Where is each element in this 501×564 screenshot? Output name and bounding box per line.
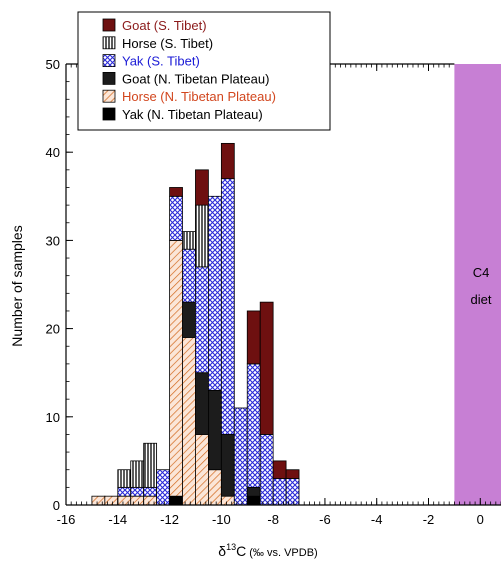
bar-segment-5-12 [246, 310, 261, 365]
bar-segment-3-7 [182, 248, 196, 303]
bar-segment-2-9 [208, 389, 222, 471]
x-axis-label-main: C [236, 543, 246, 559]
legend-label-0: Goat (S. Tibet) [122, 18, 207, 33]
x-tick-label-1: -14 [108, 512, 127, 527]
legend-swatch-1 [102, 36, 116, 50]
bar-segment-2-12 [246, 486, 261, 497]
bar-segment-1-6 [169, 239, 183, 497]
bar-segment-2-8 [195, 372, 209, 435]
bar-segment-3-6 [169, 195, 183, 241]
bar-segment-3-4 [143, 486, 158, 497]
bar-segment-3-11 [233, 407, 248, 506]
legend-swatch-3 [102, 72, 116, 85]
bar-segment-3-13 [259, 434, 274, 506]
bar-segment-1-1 [104, 495, 119, 506]
bar-segment-5-10 [220, 142, 235, 180]
bar-segment-1-8 [195, 434, 209, 506]
legend-label-2: Yak (S. Tibet) [122, 54, 200, 69]
y-tick-label-3: 30 [46, 233, 60, 248]
bar-segment-3-8 [195, 266, 209, 374]
legend-label-1: Horse (S. Tibet) [122, 36, 213, 51]
legend-swatch-4 [102, 89, 116, 103]
legend-label-3: Goat (N. Tibetan Plateau) [122, 71, 269, 86]
c4-diet-label: C4 diet [471, 265, 492, 307]
x-tick-label-4: -8 [267, 512, 279, 527]
x-tick-label-0: -16 [57, 512, 76, 527]
y-axis-label: Number of samples [9, 225, 25, 346]
bar-segment-1-2 [117, 495, 132, 506]
x-tick-label-3: -10 [212, 512, 231, 527]
c4-diet-region-layer [454, 64, 501, 505]
y-tick-label-5: 50 [46, 57, 60, 72]
c4-label-line1: C4 [473, 265, 490, 280]
bar-segment-3-2 [117, 486, 132, 497]
legend-swatch-5 [102, 107, 116, 121]
bar-segment-3-10 [220, 178, 235, 435]
bar-segment-1-0 [91, 495, 106, 506]
bar-segment-5-8 [195, 169, 209, 206]
legend-label-5: Yak (N. Tibetan Plateau) [122, 107, 263, 122]
bar-segment-1-10 [220, 495, 235, 506]
bar-segment-1-9 [208, 469, 222, 506]
bar-segment-3-14 [272, 478, 287, 506]
bar-segment-5-13 [259, 301, 274, 435]
bar-segment-0-12 [246, 495, 261, 506]
bar-segment-2-7 [182, 301, 196, 338]
bar-segment-3-9 [208, 195, 222, 391]
bar-segment-5-15 [285, 469, 300, 479]
x-axis-label-sup: 13 [226, 542, 236, 552]
bar-segment-4-8 [195, 204, 209, 268]
bar-segment-5-14 [272, 460, 287, 479]
bars-layer [91, 142, 300, 506]
c4-diet-region [454, 64, 501, 505]
legend-swatch-2 [102, 54, 116, 67]
bar-segment-4-3 [130, 460, 145, 488]
legend-swatch-0 [102, 18, 116, 32]
y-tick-label-2: 20 [46, 322, 60, 337]
x-tick-label-7: -2 [423, 512, 435, 527]
x-tick-label-6: -4 [371, 512, 383, 527]
y-tick-label-0: 0 [53, 498, 60, 513]
bar-segment-3-12 [246, 363, 261, 488]
legend: Goat (S. Tibet) Horse (S. Tibet) Yak (S. T… [77, 11, 331, 131]
ticks-layer: -16 -14 -12 -10 -8 -6 -4 -2 0 0 10 20 30 40 50 [46, 57, 501, 527]
x-axis-label: δ13C (‰ vs. VPDB) [218, 542, 317, 559]
bar-segment-3-3 [130, 486, 145, 497]
c4-label-line2: diet [471, 292, 492, 307]
bar-segment-2-10 [220, 434, 235, 497]
x-tick-label-2: -12 [160, 512, 179, 527]
x-axis-label-units: (‰ vs. VPDB) [246, 547, 318, 559]
bar-segment-4-4 [143, 442, 158, 488]
y-tick-label-1: 10 [46, 410, 60, 425]
legend-label-4: Horse (N. Tibetan Plateau) [122, 89, 276, 104]
bar-segment-4-7 [182, 231, 196, 250]
bar-segment-3-15 [285, 478, 300, 506]
x-tick-label-8: 0 [477, 512, 484, 527]
bar-segment-0-6 [169, 495, 183, 506]
bar-segment-5-6 [169, 187, 183, 197]
bar-segment-1-7 [182, 337, 196, 506]
y-tick-label-4: 40 [46, 145, 60, 160]
bar-segment-1-4 [143, 495, 158, 506]
legend-box [77, 11, 331, 131]
bar-segment-3-5 [156, 469, 170, 506]
bar-segment-4-2 [117, 469, 132, 488]
x-tick-label-5: -6 [319, 512, 331, 527]
bar-segment-1-3 [130, 495, 145, 506]
x-axis-label-prefix: δ [218, 543, 226, 559]
